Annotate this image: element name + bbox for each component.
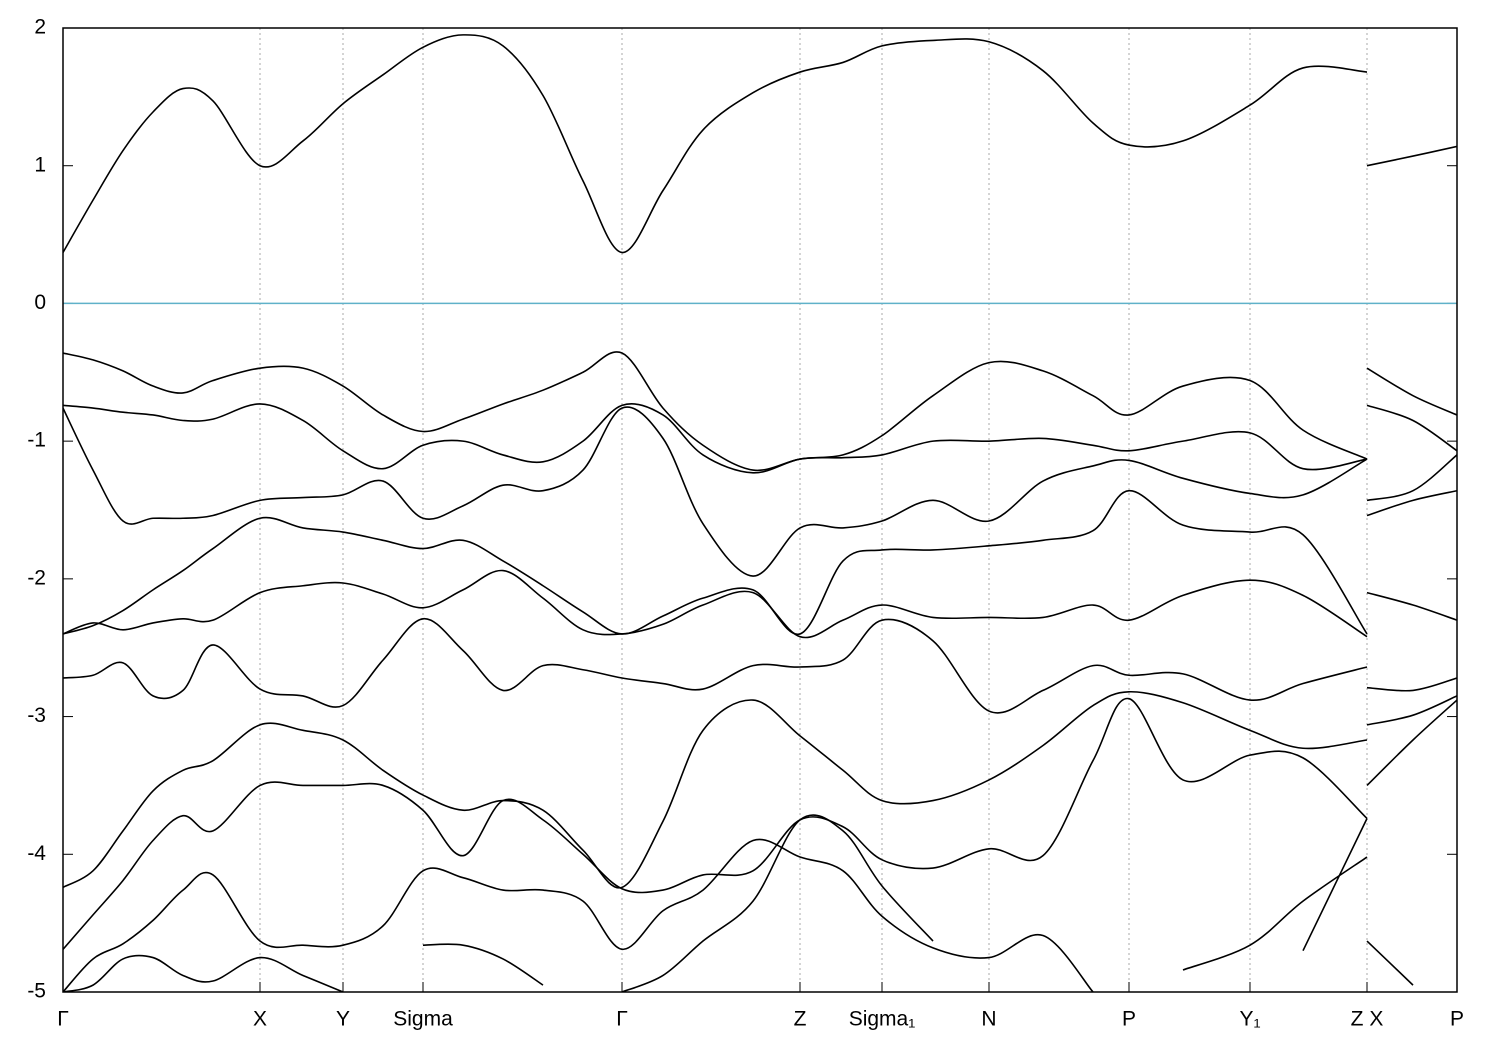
x-tick-label: N [981, 1008, 996, 1031]
y-tick-label: -4 [27, 842, 46, 865]
plot-frame [62, 27, 1458, 993]
x-tick-label: Y [336, 1008, 350, 1031]
y-tick-label: -2 [27, 566, 46, 589]
y-tick-label: -5 [27, 980, 46, 1003]
bands [63, 34, 1457, 992]
band-line [63, 489, 1457, 635]
band-line [63, 406, 1457, 577]
band-line [63, 403, 1457, 474]
x-tick-label: X [253, 1008, 267, 1031]
x-tick-label: Y₁ [1239, 1008, 1260, 1031]
band-line [63, 569, 1457, 639]
x-tick-label: Sigma [393, 1008, 453, 1031]
x-tick-label: Sigma₁ [849, 1008, 916, 1031]
x-tick-label: P [1122, 1008, 1136, 1031]
x-tick-label: P [1450, 1008, 1464, 1031]
band-line [63, 351, 1457, 472]
band-line [63, 34, 1457, 254]
y-tick-label: 2 [34, 16, 46, 39]
band-line [63, 617, 1457, 714]
x-tick-label: Γ [57, 1008, 69, 1031]
x-tick-label: Z [794, 1008, 807, 1031]
band-line [63, 690, 1457, 889]
band-line [63, 697, 1457, 950]
y-tick-label: 1 [34, 153, 46, 176]
band-line [63, 814, 1368, 992]
y-tick-label: 0 [34, 291, 46, 314]
x-tick-label: Z X [1351, 1008, 1384, 1031]
y-tick-label: -1 [27, 429, 46, 452]
y-tick-label: -3 [27, 704, 46, 727]
x-tick-label: Γ [616, 1008, 628, 1031]
